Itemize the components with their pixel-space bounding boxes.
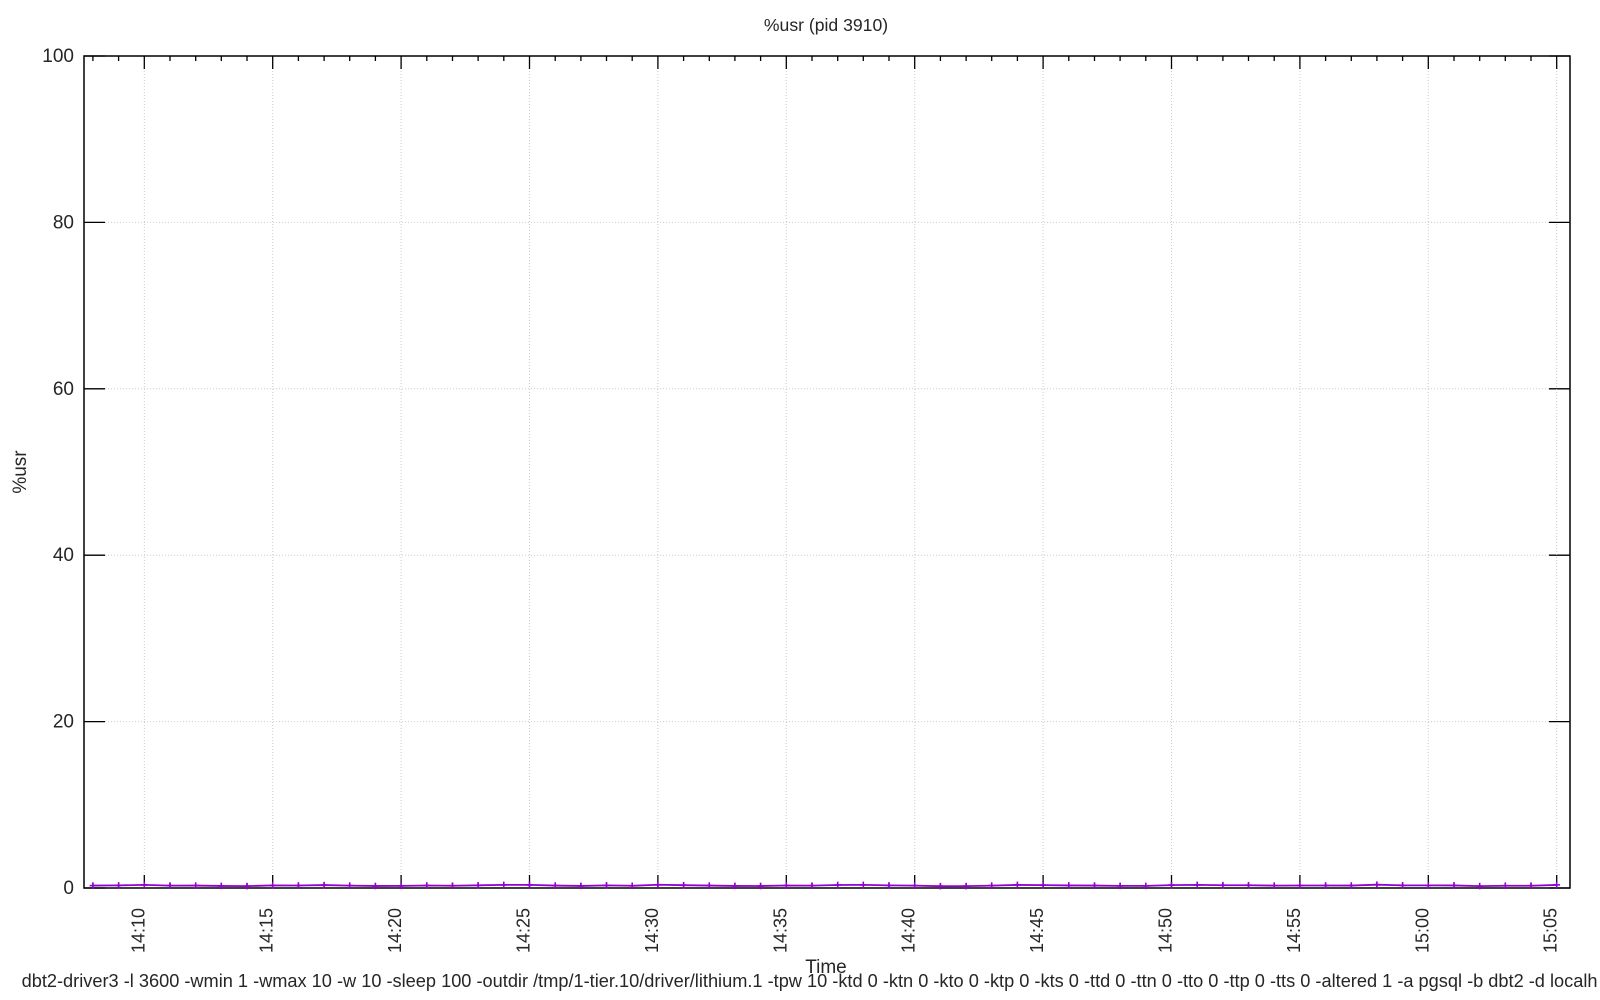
svg-text:14:45: 14:45 [1027,908,1047,953]
svg-text:40: 40 [53,545,74,566]
svg-text:15:05: 15:05 [1541,908,1561,953]
svg-text:14:40: 14:40 [899,908,919,953]
svg-text:100: 100 [42,46,74,67]
svg-text:14:20: 14:20 [385,908,405,953]
svg-text:14:15: 14:15 [257,908,277,953]
svg-text:20: 20 [53,712,74,733]
svg-text:60: 60 [53,379,74,400]
svg-text:14:10: 14:10 [128,908,148,953]
svg-text:0: 0 [63,878,74,899]
svg-text:15:00: 15:00 [1412,908,1432,953]
svg-text:14:55: 14:55 [1284,908,1304,953]
svg-text:14:25: 14:25 [514,908,534,953]
svg-text:14:35: 14:35 [770,908,790,953]
svg-text:80: 80 [53,212,74,233]
svg-text:14:50: 14:50 [1156,908,1176,953]
svg-text:14:30: 14:30 [642,908,662,953]
